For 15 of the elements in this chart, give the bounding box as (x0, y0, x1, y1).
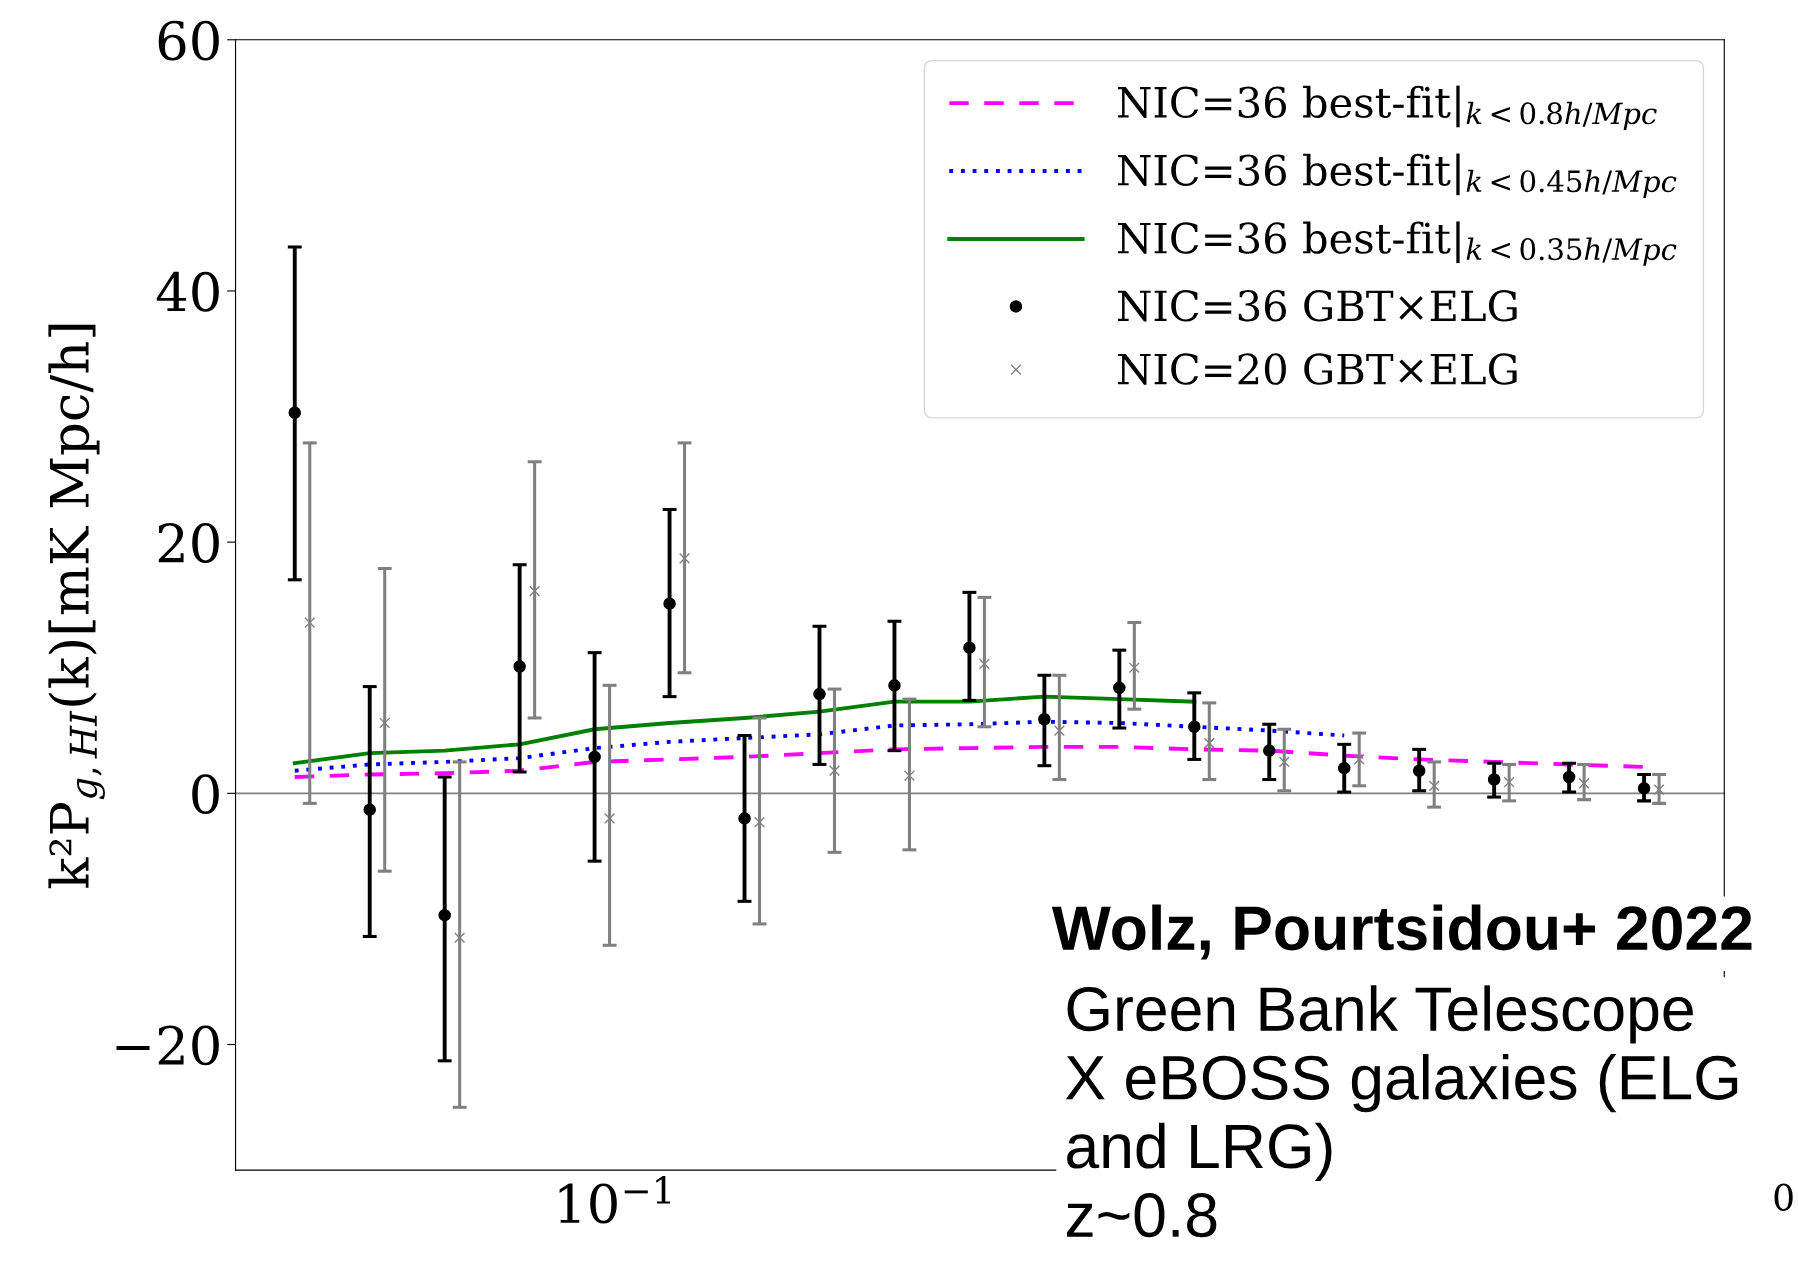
y-tick-label: 20 (158, 523, 219, 563)
y-tick-label: −20 (116, 1025, 219, 1066)
text: 0 (1774, 1183, 1793, 1211)
legend-label: NIC=20 GBT×ELG (1117, 353, 1517, 385)
legend-label: NIC=36 GBT×ELG (1117, 290, 1517, 322)
legend-label: NIC=36 best-fit|$_{k<0.45h/Mpc}$ (1117, 153, 1677, 198)
annotation: Green Bank Telescope X eBOSS galaxies (ELG and LRG) z~0.8 (1065, 985, 1738, 1238)
y-tick-label: 0 (192, 774, 219, 815)
annotation: Wolz, Pourtsidou+ 2022 (1051, 904, 1752, 960)
y-axis-title: k²P$_{g,HI}$(k)[mK Mpc/h] (48, 324, 105, 889)
y-tick-label: 40 (156, 271, 219, 312)
y-tick-label: 60 (158, 20, 219, 61)
legend-label: NIC=36 best-fit|$_{k<0.35h/Mpc}$ (1117, 221, 1677, 266)
legend-label: NIC=36 best-fit|$_{k<0.8h/Mpc}$ (1117, 85, 1657, 130)
text: 10$^{−1}$ (559, 1176, 671, 1224)
